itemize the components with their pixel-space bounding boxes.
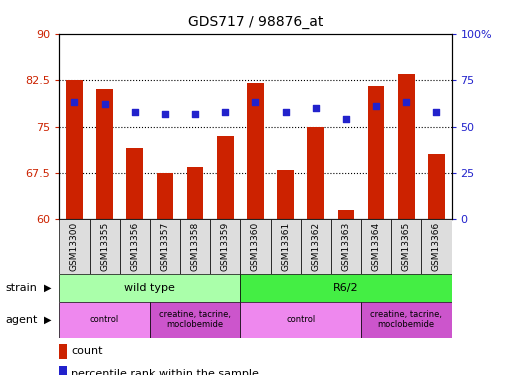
Bar xyxy=(428,154,445,219)
Text: GSM13355: GSM13355 xyxy=(100,222,109,271)
Text: GDS717 / 98876_at: GDS717 / 98876_at xyxy=(188,15,323,29)
Bar xyxy=(398,74,414,219)
Text: GSM13359: GSM13359 xyxy=(221,222,230,271)
Bar xyxy=(59,366,67,375)
Bar xyxy=(422,219,452,274)
Text: GSM13362: GSM13362 xyxy=(311,222,320,271)
Text: agent: agent xyxy=(5,315,38,325)
Bar xyxy=(96,90,113,219)
Bar xyxy=(240,219,270,274)
Point xyxy=(402,99,410,105)
Text: GSM13358: GSM13358 xyxy=(190,222,200,271)
Point xyxy=(161,111,169,117)
Bar xyxy=(277,170,294,219)
Point xyxy=(251,99,260,105)
Text: GSM13366: GSM13366 xyxy=(432,222,441,271)
Text: creatine, tacrine,
moclobemide: creatine, tacrine, moclobemide xyxy=(159,310,231,329)
Text: control: control xyxy=(90,315,119,324)
Point xyxy=(70,99,78,105)
Text: GSM13360: GSM13360 xyxy=(251,222,260,271)
Bar xyxy=(157,173,173,219)
Bar xyxy=(59,302,150,338)
Bar xyxy=(361,219,391,274)
Bar xyxy=(240,302,361,338)
Bar xyxy=(217,136,234,219)
Text: wild type: wild type xyxy=(124,283,175,293)
Point xyxy=(191,111,199,117)
Text: GSM13363: GSM13363 xyxy=(342,222,350,271)
Point xyxy=(131,109,139,115)
Bar xyxy=(120,219,150,274)
Bar xyxy=(59,344,67,359)
Bar xyxy=(270,219,301,274)
Bar xyxy=(187,167,203,219)
Bar xyxy=(150,302,240,338)
Bar xyxy=(59,274,240,302)
Point xyxy=(432,109,441,115)
Bar xyxy=(391,219,422,274)
Bar xyxy=(361,302,452,338)
Text: GSM13364: GSM13364 xyxy=(372,222,381,271)
Bar xyxy=(210,219,240,274)
Text: percentile rank within the sample: percentile rank within the sample xyxy=(71,369,259,375)
Text: GSM13361: GSM13361 xyxy=(281,222,290,271)
Bar xyxy=(126,148,143,219)
Bar xyxy=(66,80,83,219)
Text: ▶: ▶ xyxy=(44,283,52,293)
Bar xyxy=(368,86,384,219)
Text: GSM13300: GSM13300 xyxy=(70,222,79,271)
Bar xyxy=(301,219,331,274)
Bar xyxy=(150,219,180,274)
Text: strain: strain xyxy=(5,283,37,293)
Bar xyxy=(331,219,361,274)
Bar xyxy=(180,219,210,274)
Bar xyxy=(308,127,324,219)
Point xyxy=(101,101,109,107)
Text: GSM13356: GSM13356 xyxy=(130,222,139,271)
Text: GSM13357: GSM13357 xyxy=(160,222,169,271)
Point xyxy=(342,116,350,122)
Text: control: control xyxy=(286,315,315,324)
Bar xyxy=(59,219,89,274)
Bar xyxy=(89,219,120,274)
Point xyxy=(221,109,230,115)
Point xyxy=(281,109,289,115)
Bar xyxy=(247,83,264,219)
Bar xyxy=(337,210,354,219)
Text: GSM13365: GSM13365 xyxy=(402,222,411,271)
Text: count: count xyxy=(71,346,103,356)
Text: creatine, tacrine,
moclobemide: creatine, tacrine, moclobemide xyxy=(370,310,442,329)
Text: R6/2: R6/2 xyxy=(333,283,359,293)
Bar xyxy=(240,274,452,302)
Text: ▶: ▶ xyxy=(44,315,52,325)
Point xyxy=(312,105,320,111)
Point xyxy=(372,103,380,109)
